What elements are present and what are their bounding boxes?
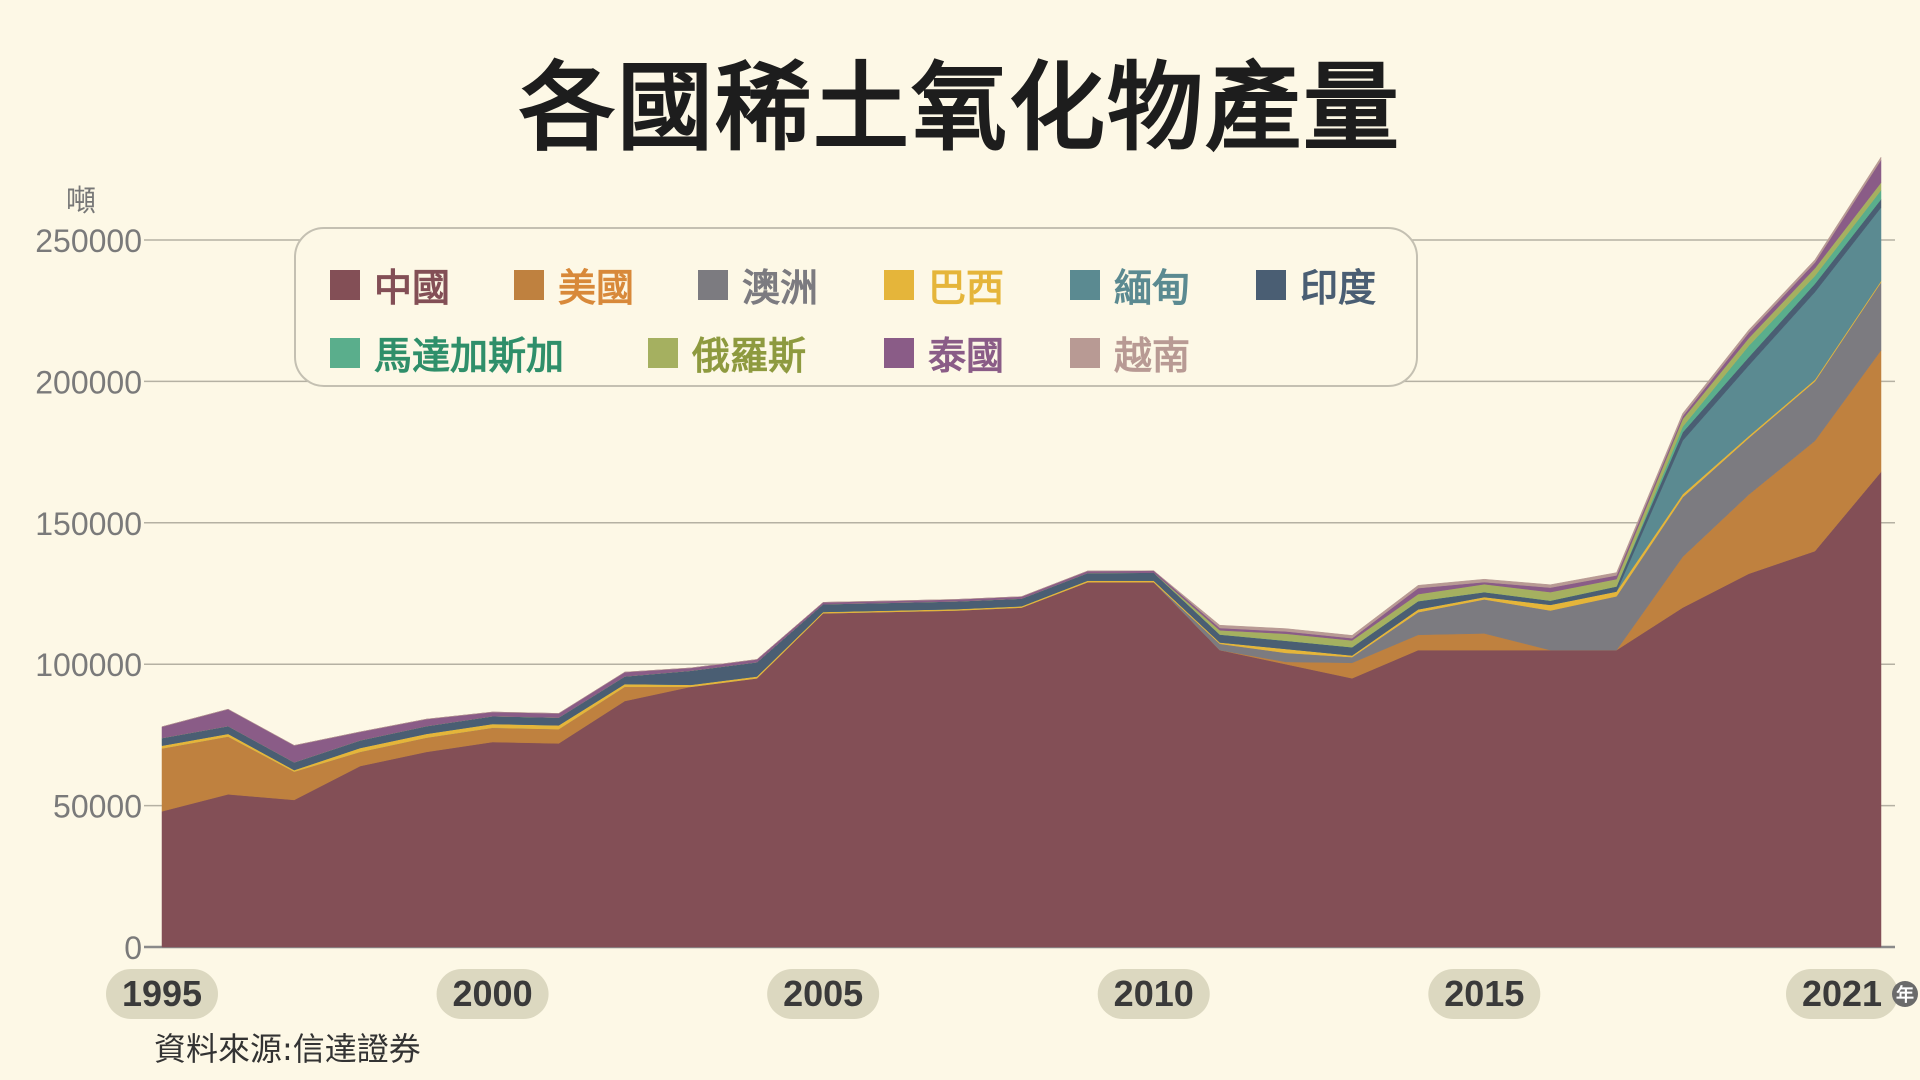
legend-swatch: [698, 269, 728, 300]
y-axis-unit-label: 噸: [66, 184, 96, 219]
y-tick-label: 150000: [35, 506, 142, 542]
y-tick-label: 250000: [35, 223, 142, 259]
legend-item: 美國: [514, 257, 634, 312]
x-tick-label: 1995: [122, 973, 202, 1014]
x-tick-label: 2010: [1114, 973, 1194, 1014]
area-中國: [161, 471, 1882, 948]
x-tick-pill: [767, 969, 880, 1019]
legend-swatch: [648, 337, 678, 368]
x-tick-label: 2015: [1444, 973, 1524, 1014]
legend-item: 泰國: [884, 325, 1004, 380]
legend-label: 巴西: [928, 266, 1005, 310]
legend-item: 馬達加斯加: [330, 325, 564, 380]
x-tick: 1995: [106, 969, 218, 1019]
legend-swatch: [1070, 269, 1100, 300]
legend-swatch: [1256, 269, 1286, 300]
legend-swatch: [1070, 337, 1100, 368]
legend-label: 印度: [1300, 266, 1377, 310]
source-note: 資料來源:信達證券: [154, 1030, 421, 1068]
x-tick: 2000: [436, 969, 549, 1019]
legend-item: 巴西: [884, 257, 1004, 312]
legend-label: 美國: [558, 266, 635, 310]
legend-label: 中國: [374, 266, 451, 310]
x-tick-pill: [436, 969, 549, 1019]
x-axis-unit-label: 年: [1896, 984, 1914, 1006]
legend-item: 澳洲: [698, 257, 818, 312]
legend: 中國 美國 澳洲 巴西 緬甸 印度馬達加斯加 俄羅斯 泰國 越南: [294, 227, 1418, 387]
legend-swatch: [330, 269, 360, 300]
legend-label: 俄羅斯: [692, 334, 807, 378]
legend-item: 緬甸: [1070, 257, 1190, 312]
legend-item: 俄羅斯: [648, 325, 806, 380]
legend-label: 泰國: [928, 334, 1005, 378]
x-tick-pill: [1428, 969, 1541, 1019]
legend-swatch: [884, 337, 914, 368]
x-tick-pill: [106, 969, 218, 1019]
legend-item: 印度: [1256, 257, 1376, 312]
x-tick-label: 2005: [783, 973, 863, 1014]
legend-item: 越南: [1070, 325, 1190, 380]
y-tick-label: 200000: [35, 364, 142, 400]
y-tick-label: 100000: [35, 647, 142, 683]
legend-swatch: [884, 269, 914, 300]
legend-label: 澳洲: [742, 266, 819, 310]
legend-swatch: [330, 337, 360, 368]
x-tick-pill: [1786, 969, 1898, 1019]
y-tick-label: 0: [124, 930, 142, 966]
x-axis-unit-badge: [1892, 981, 1918, 1007]
area-越南: [161, 156, 1882, 746]
y-tick-label: 50000: [53, 789, 142, 825]
chart-title: 各國稀土氧化物產量: [519, 52, 1401, 164]
x-tick: 2021: [1786, 969, 1898, 1019]
legend-label: 緬甸: [1114, 266, 1191, 310]
legend-label: 馬達加斯加: [374, 334, 565, 378]
x-tick-label: 2021: [1802, 973, 1882, 1014]
x-tick-label: 2000: [453, 973, 533, 1014]
x-tick: 2010: [1097, 969, 1210, 1019]
x-tick: 2015: [1428, 969, 1541, 1019]
legend-swatch: [514, 269, 544, 300]
x-tick-pill: [1097, 969, 1210, 1019]
x-tick: 2005: [767, 969, 880, 1019]
legend-item: 中國: [330, 257, 450, 312]
legend-label: 越南: [1114, 334, 1191, 378]
